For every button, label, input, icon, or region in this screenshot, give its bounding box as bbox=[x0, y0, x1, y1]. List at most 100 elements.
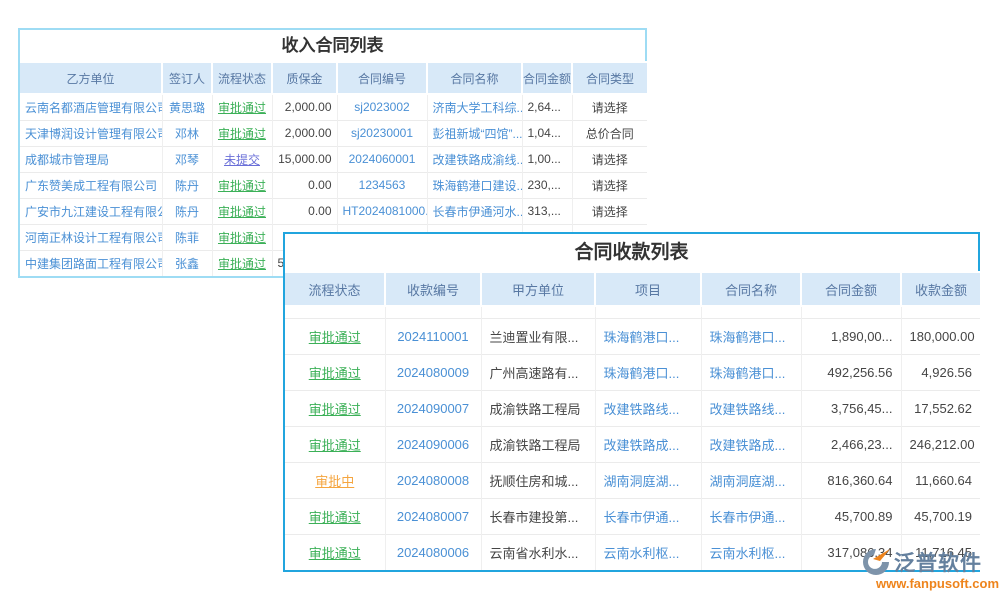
cell-signer[interactable]: 张鑫 bbox=[161, 249, 212, 276]
cell-contract-no[interactable]: 2024060001 bbox=[336, 145, 427, 172]
cell-party-b-unit[interactable]: 广东赞美成工程有限公司 bbox=[20, 171, 162, 198]
cell-signer[interactable]: 陈丹 bbox=[161, 197, 212, 224]
cell-party-b-unit[interactable]: 河南正林设计工程有限公司 bbox=[20, 223, 162, 250]
cell-receipt-no[interactable]: 2024110001 bbox=[384, 317, 481, 354]
cell-party-b-unit[interactable]: 云南名都酒店管理有限公司 bbox=[20, 93, 162, 120]
table-row: 广安市九江建设工程有限公司陈丹审批通过0.00HT2024081000...长春… bbox=[20, 197, 647, 224]
cell-retention-money: 2,000.00 bbox=[271, 119, 337, 146]
cell-flow-status[interactable]: 审批通过 bbox=[211, 197, 272, 224]
cell-project[interactable]: 珠海鹤港口... bbox=[594, 317, 701, 354]
column-header-contract-no: 合同编号 bbox=[336, 61, 427, 95]
cell-contract-type[interactable]: 请选择 bbox=[571, 93, 647, 120]
cell-flow-status[interactable]: 审批中 bbox=[285, 461, 385, 498]
cell-flow-status[interactable]: 审批通过 bbox=[211, 249, 272, 276]
cell-signer[interactable]: 黄思璐 bbox=[161, 93, 212, 120]
cell-party-a-unit: 兰迪置业有限... bbox=[480, 317, 595, 354]
cell-contract-name[interactable]: 云南水利枢... bbox=[700, 533, 801, 570]
cell-flow-status[interactable]: 审批通过 bbox=[285, 425, 385, 462]
cell-flow-status[interactable]: 审批通过 bbox=[211, 93, 272, 120]
cell-contract-name[interactable]: 彭祖新城“四馆”... bbox=[426, 119, 522, 146]
column-header-contract-amount: 合同金额 bbox=[800, 271, 901, 307]
empty-cell bbox=[800, 305, 901, 318]
cell-project[interactable]: 改建铁路成... bbox=[594, 425, 701, 462]
cell-contract-name[interactable]: 长春市伊通河水... bbox=[426, 197, 522, 224]
cell-contract-amount: 2,64... bbox=[521, 93, 572, 120]
cell-flow-status[interactable]: 审批通过 bbox=[211, 223, 272, 250]
cell-retention-money: 15,000.00 bbox=[271, 145, 337, 172]
cell-receipt-amount: 180,000.00 bbox=[900, 317, 980, 354]
cell-receipt-amount: 11,660.64 bbox=[900, 461, 980, 498]
cell-signer[interactable]: 陈丹 bbox=[161, 171, 212, 198]
cell-receipt-no[interactable]: 2024080006 bbox=[384, 533, 481, 570]
empty-cell bbox=[285, 305, 385, 318]
cell-contract-amount: 313,... bbox=[521, 197, 572, 224]
cell-project[interactable]: 长春市伊通... bbox=[594, 497, 701, 534]
cell-contract-amount: 1,04... bbox=[521, 119, 572, 146]
cell-party-b-unit[interactable]: 天津博润设计管理有限公司 bbox=[20, 119, 162, 146]
fanpu-url-text: www.fanpusoft.com bbox=[876, 576, 1000, 591]
cell-flow-status[interactable]: 审批通过 bbox=[211, 171, 272, 198]
cell-receipt-no[interactable]: 2024090006 bbox=[384, 425, 481, 462]
fanpu-brand-text: 泛普软件 bbox=[894, 552, 982, 575]
cell-contract-amount: 816,360.64 bbox=[800, 461, 901, 498]
empty-cell bbox=[480, 305, 595, 318]
cell-contract-no[interactable]: HT2024081000... bbox=[336, 197, 427, 224]
cell-contract-name[interactable]: 改建铁路成... bbox=[700, 425, 801, 462]
cell-contract-name[interactable]: 改建铁路成渝线... bbox=[426, 145, 522, 172]
cell-party-b-unit[interactable]: 中建集团路面工程有限公司 bbox=[20, 249, 162, 276]
cell-contract-no[interactable]: 1234563 bbox=[336, 171, 427, 198]
table-row: 广东赞美成工程有限公司 陈丹 审批通过 0.00 1234563 珠海鹤港口建设... 23… bbox=[20, 171, 647, 198]
cell-contract-amount: 1,890,00... bbox=[800, 317, 901, 354]
cell-signer[interactable]: 陈菲 bbox=[161, 223, 212, 250]
cell-receipt-amount: 45,700.19 bbox=[900, 497, 980, 534]
cell-contract-type[interactable]: 请选择 bbox=[571, 171, 647, 198]
cell-contract-no[interactable]: sj2023002 bbox=[336, 93, 427, 120]
cell-signer[interactable]: 邓琴 bbox=[161, 145, 212, 172]
table-row: 审批通过 2024080007 长春市建投第... 长春市伊通... 长春市伊通... 4… bbox=[285, 497, 980, 534]
column-header-party-a-unit: 甲方单位 bbox=[480, 271, 595, 307]
contract-payment-table: 流程状态 收款编号 甲方单位 项目 合同名称 合同金额 收款金额 审批通过 202411000… bbox=[285, 271, 980, 570]
cell-flow-status[interactable]: 未提交 bbox=[211, 145, 272, 172]
cell-receipt-no[interactable]: 2024090007 bbox=[384, 389, 481, 426]
cell-contract-name[interactable]: 珠海鹤港口... bbox=[700, 317, 801, 354]
cell-flow-status[interactable]: 审批通过 bbox=[211, 119, 272, 146]
cell-receipt-amount: 246,212.00 bbox=[900, 425, 980, 462]
cell-contract-type[interactable]: 请选择 bbox=[571, 197, 647, 224]
cell-receipt-no[interactable]: 2024080009 bbox=[384, 353, 481, 390]
cell-flow-status[interactable]: 审批通过 bbox=[285, 389, 385, 426]
cell-party-b-unit[interactable]: 成都城市管理局 bbox=[20, 145, 162, 172]
cell-contract-name[interactable]: 珠海鹤港口建设... bbox=[426, 171, 522, 198]
cell-flow-status[interactable]: 审批通过 bbox=[285, 317, 385, 354]
cell-party-a-unit: 云南省水利水... bbox=[480, 533, 595, 570]
payments-table-header: 流程状态 收款编号 甲方单位 项目 合同名称 合同金额 收款金额 bbox=[285, 271, 980, 307]
column-header-contract-type: 合同类型 bbox=[571, 61, 647, 95]
cell-flow-status[interactable]: 审批通过 bbox=[285, 533, 385, 570]
cell-receipt-no[interactable]: 2024080007 bbox=[384, 497, 481, 534]
column-header-flow-status: 流程状态 bbox=[211, 61, 272, 95]
cell-party-b-unit[interactable]: 广安市九江建设工程有限公司 bbox=[20, 197, 162, 224]
table-row: 审批通过 2024090007 成渝铁路工程局 改建铁路线... 改建铁路线... 3,7… bbox=[285, 389, 980, 426]
cell-contract-name[interactable]: 珠海鹤港口... bbox=[700, 353, 801, 390]
cell-receipt-no[interactable]: 2024080008 bbox=[384, 461, 481, 498]
cell-project[interactable]: 改建铁路线... bbox=[594, 389, 701, 426]
cell-signer[interactable]: 邓林 bbox=[161, 119, 212, 146]
cell-flow-status[interactable]: 审批通过 bbox=[285, 353, 385, 390]
cell-contract-no[interactable]: sj20230001 bbox=[336, 119, 427, 146]
table-row: 审批通过 2024110001 兰迪置业有限... 珠海鹤港口... 珠海鹤港口... 1… bbox=[285, 317, 980, 354]
cell-project[interactable]: 湖南洞庭湖... bbox=[594, 461, 701, 498]
cell-contract-type[interactable]: 请选择 bbox=[571, 145, 647, 172]
cell-flow-status[interactable]: 审批通过 bbox=[285, 497, 385, 534]
table-row: 审批通过 2024080006 云南省水利水... 云南水利枢... 云南水利枢... 3… bbox=[285, 533, 980, 570]
column-header-receipt-no: 收款编号 bbox=[384, 271, 481, 307]
cell-contract-type[interactable]: 总价合同 bbox=[571, 119, 647, 146]
table-row: 天津博润设计管理有限公司 邓林 审批通过 2,000.00 sj20230001 彭祖新城… bbox=[20, 119, 647, 146]
cell-contract-amount: 45,700.89 bbox=[800, 497, 901, 534]
cell-party-a-unit: 成渝铁路工程局 bbox=[480, 425, 595, 462]
fanpu-logo-icon bbox=[860, 546, 892, 578]
cell-contract-name[interactable]: 改建铁路线... bbox=[700, 389, 801, 426]
cell-project[interactable]: 珠海鹤港口... bbox=[594, 353, 701, 390]
cell-contract-name[interactable]: 湖南洞庭湖... bbox=[700, 461, 801, 498]
cell-contract-name[interactable]: 济南大学工科综... bbox=[426, 93, 522, 120]
cell-project[interactable]: 云南水利枢... bbox=[594, 533, 701, 570]
cell-contract-name[interactable]: 长春市伊通... bbox=[700, 497, 801, 534]
